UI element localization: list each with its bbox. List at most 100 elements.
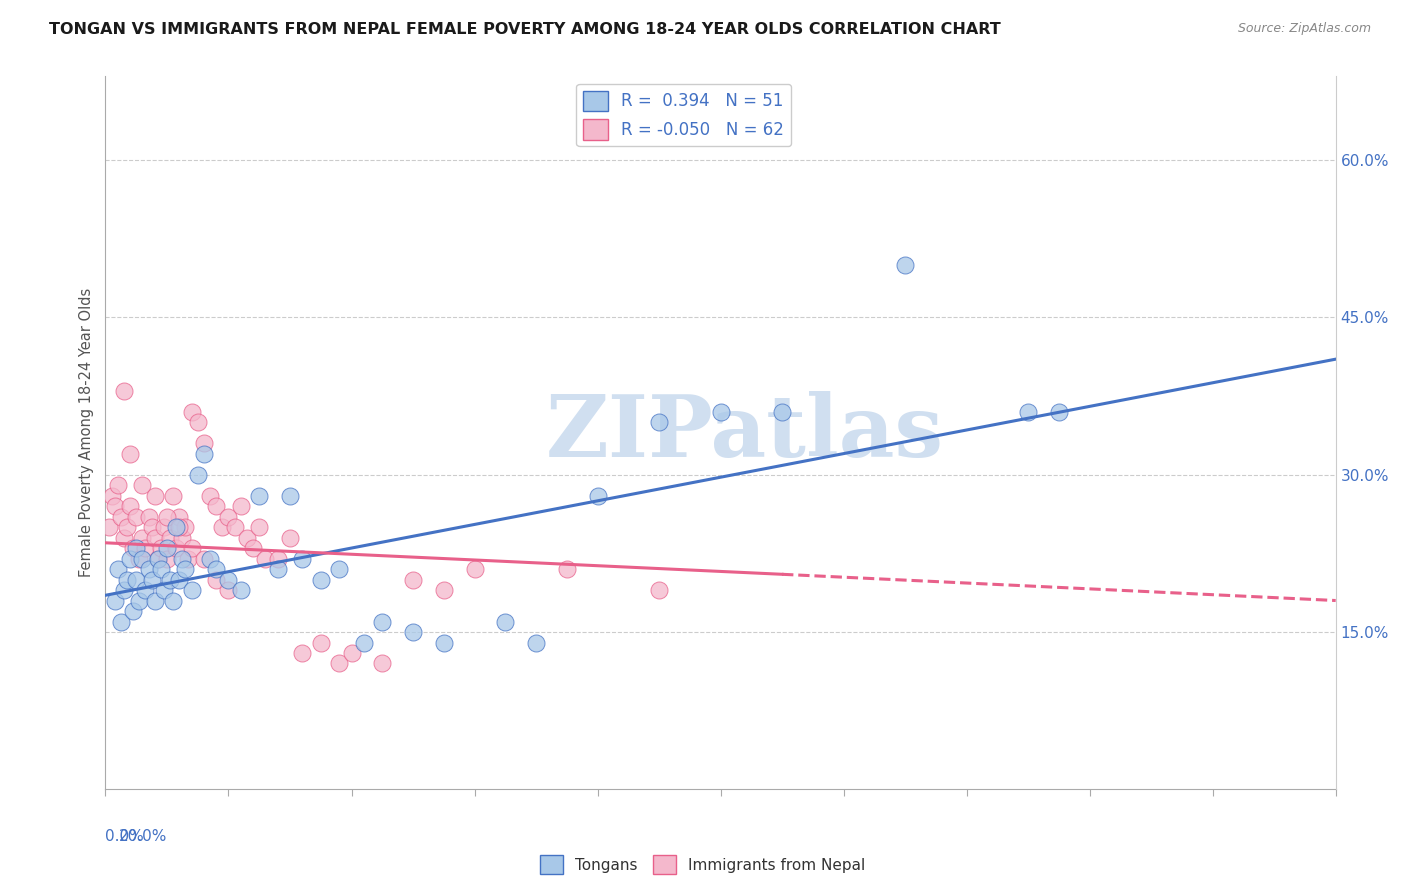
Point xyxy=(131,531,153,545)
Point xyxy=(770,404,793,418)
Point xyxy=(242,541,264,555)
Legend: Tongans, Immigrants from Nepal: Tongans, Immigrants from Nepal xyxy=(534,849,872,880)
Point xyxy=(1047,404,1070,418)
Point xyxy=(112,582,135,597)
Point xyxy=(143,531,166,545)
Point xyxy=(156,551,179,566)
Point xyxy=(254,551,277,566)
Point xyxy=(229,499,252,513)
Point xyxy=(104,499,127,513)
Point xyxy=(224,520,246,534)
Point xyxy=(187,467,209,482)
Point xyxy=(169,520,191,534)
Point xyxy=(433,582,456,597)
Point xyxy=(125,509,148,524)
Point xyxy=(309,635,332,649)
Point xyxy=(371,657,394,671)
Point xyxy=(371,615,394,629)
Point xyxy=(328,562,350,576)
Point xyxy=(128,593,150,607)
Point xyxy=(340,646,363,660)
Text: 0.0%: 0.0% xyxy=(105,829,145,844)
Point xyxy=(159,573,181,587)
Point xyxy=(180,582,202,597)
Point xyxy=(218,573,240,587)
Legend: R =  0.394   N = 51, R = -0.050   N = 62: R = 0.394 N = 51, R = -0.050 N = 62 xyxy=(576,84,792,146)
Point xyxy=(146,551,169,566)
Point xyxy=(153,582,176,597)
Point xyxy=(138,509,160,524)
Point xyxy=(236,531,259,545)
Text: ZIPatlas: ZIPatlas xyxy=(546,391,945,475)
Point xyxy=(193,551,215,566)
Point xyxy=(291,551,314,566)
Point xyxy=(159,531,181,545)
Point xyxy=(172,531,194,545)
Point xyxy=(205,499,228,513)
Point xyxy=(267,551,290,566)
Point xyxy=(894,258,917,272)
Point xyxy=(97,520,120,534)
Point xyxy=(143,489,166,503)
Point xyxy=(134,541,156,555)
Point xyxy=(247,520,270,534)
Point xyxy=(174,562,197,576)
Point xyxy=(1017,404,1039,418)
Point xyxy=(433,635,456,649)
Point xyxy=(138,562,160,576)
Point xyxy=(149,541,172,555)
Point xyxy=(131,551,153,566)
Point xyxy=(134,582,156,597)
Point xyxy=(586,489,609,503)
Point xyxy=(125,541,148,555)
Point xyxy=(218,582,240,597)
Text: 20.0%: 20.0% xyxy=(118,829,167,844)
Point xyxy=(291,646,314,660)
Point xyxy=(555,562,578,576)
Point xyxy=(156,541,179,555)
Point xyxy=(165,541,187,555)
Point xyxy=(162,593,184,607)
Point xyxy=(120,499,141,513)
Point xyxy=(198,551,221,566)
Point xyxy=(464,562,486,576)
Y-axis label: Female Poverty Among 18-24 Year Olds: Female Poverty Among 18-24 Year Olds xyxy=(79,288,94,577)
Point xyxy=(193,436,215,450)
Point xyxy=(153,520,176,534)
Point xyxy=(278,489,301,503)
Point xyxy=(169,509,191,524)
Point xyxy=(205,573,228,587)
Point xyxy=(143,593,166,607)
Point xyxy=(110,509,132,524)
Point xyxy=(174,520,197,534)
Point xyxy=(169,573,191,587)
Point xyxy=(107,562,129,576)
Point xyxy=(218,509,240,524)
Point xyxy=(402,573,425,587)
Point xyxy=(122,604,145,618)
Point xyxy=(146,551,169,566)
Point xyxy=(107,478,129,492)
Text: Source: ZipAtlas.com: Source: ZipAtlas.com xyxy=(1237,22,1371,36)
Point xyxy=(104,593,127,607)
Point xyxy=(110,615,132,629)
Point xyxy=(177,551,200,566)
Point xyxy=(165,520,187,534)
Point xyxy=(162,489,184,503)
Point xyxy=(278,531,301,545)
Point xyxy=(122,541,145,555)
Point xyxy=(115,520,138,534)
Point xyxy=(180,541,202,555)
Point xyxy=(402,625,425,640)
Point xyxy=(353,635,375,649)
Point xyxy=(205,562,228,576)
Point xyxy=(112,384,135,398)
Text: TONGAN VS IMMIGRANTS FROM NEPAL FEMALE POVERTY AMONG 18-24 YEAR OLDS CORRELATION: TONGAN VS IMMIGRANTS FROM NEPAL FEMALE P… xyxy=(49,22,1001,37)
Point xyxy=(156,509,179,524)
Point xyxy=(524,635,547,649)
Point xyxy=(494,615,516,629)
Point xyxy=(648,582,671,597)
Point xyxy=(328,657,350,671)
Point xyxy=(309,573,332,587)
Point xyxy=(172,551,194,566)
